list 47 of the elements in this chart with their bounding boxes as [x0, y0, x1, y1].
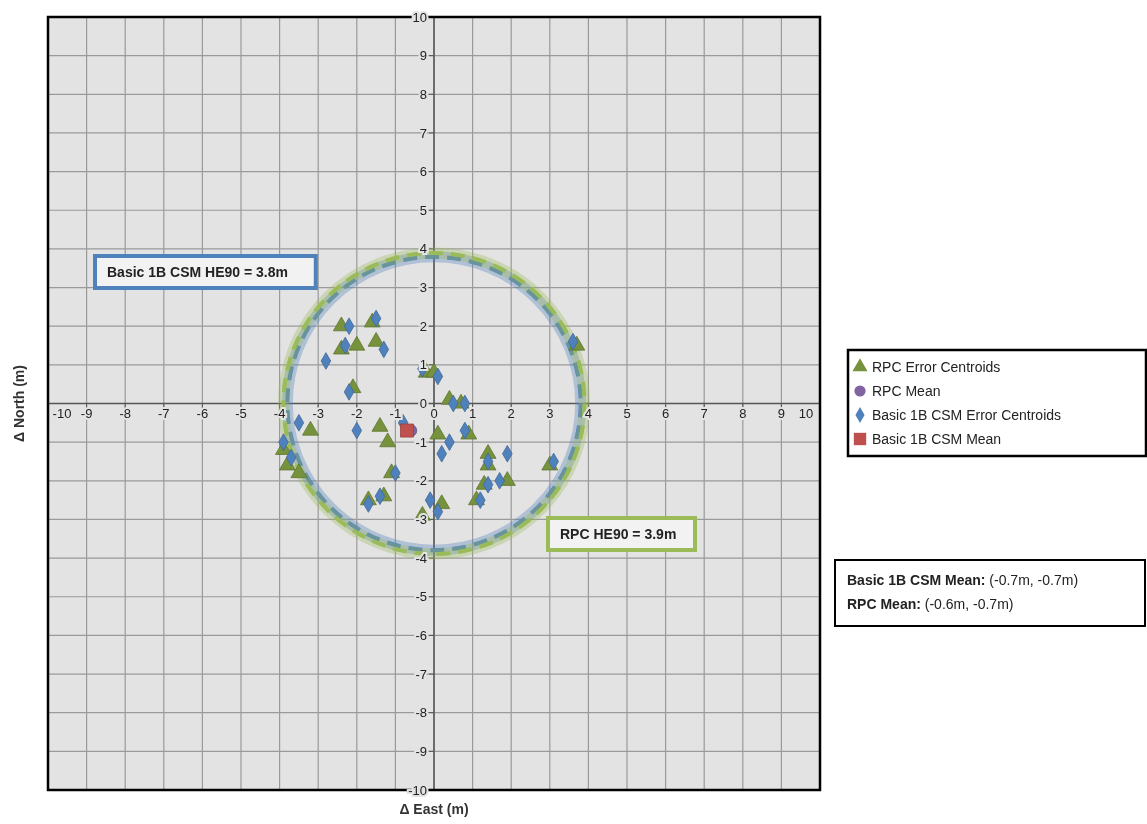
x-tick-label: -3: [312, 405, 324, 421]
x-tick-label: -9: [80, 405, 93, 421]
x-axis-title: Δ East (m): [399, 801, 469, 817]
x-tick-label: -4: [273, 405, 286, 421]
annotation: Basic 1B CSM HE90 = 3.8m: [107, 264, 288, 280]
x-tick-label: -1: [389, 405, 402, 421]
y-tick-label: -2: [415, 473, 427, 489]
x-tick-label: 7: [700, 405, 708, 421]
y-tick-label: -7: [415, 666, 427, 682]
x-tick-label: 8: [739, 405, 747, 421]
x-tick-label: 1: [468, 405, 477, 421]
y-tick-label: -1: [415, 434, 427, 450]
y-tick-label: 6: [419, 164, 427, 180]
y-tick-label: -6: [415, 627, 427, 643]
y-tick-label: -5: [415, 589, 427, 605]
x-tick-label: -10: [52, 405, 72, 421]
x-tick-label: -5: [235, 405, 247, 421]
legend-label: Basic 1B CSM Error Centroids: [872, 406, 1062, 423]
x-tick-label: -8: [119, 405, 131, 421]
y-tick-label: 7: [419, 125, 427, 141]
x-tick-label: 9: [777, 405, 786, 421]
legend-label: RPC Mean: [872, 382, 941, 399]
x-tick-label: -2: [351, 405, 363, 421]
x-tick-label: 4: [584, 405, 593, 421]
x-tick-label: -6: [196, 405, 209, 421]
legend-label: Basic 1B CSM Mean: [872, 430, 1002, 447]
x-tick-label: -7: [158, 405, 170, 421]
y-tick-label: 8: [419, 86, 427, 102]
y-tick-label: -8: [415, 705, 427, 721]
y-tick-label: -4: [415, 550, 427, 566]
annotation: RPC HE90 = 3.9m: [560, 526, 677, 542]
y-tick-label: 5: [419, 202, 427, 218]
text: RPC Mean: (-0.6m, -0.7m): [847, 596, 1014, 612]
y-tick-label: 1: [419, 357, 427, 373]
y-tick-label: 3: [419, 280, 427, 296]
x-tick-label: 3: [546, 405, 554, 421]
x-tick-label: 6: [661, 405, 670, 421]
x-tick-label: 2: [507, 405, 515, 421]
y-tick-label: -9: [415, 743, 427, 759]
y-tick-label: 9: [419, 48, 427, 64]
text: Basic 1B CSM Mean: (-0.7m, -0.7m): [847, 572, 1079, 588]
legend-label: RPC Error Centroids: [872, 358, 1001, 375]
y-axis-title: Δ North (m): [11, 365, 27, 442]
y-tick-label: 2: [419, 318, 427, 334]
x-tick-label: 10: [798, 405, 814, 421]
y-tick-label: 4: [419, 241, 427, 257]
x-tick-label: 5: [623, 405, 631, 421]
